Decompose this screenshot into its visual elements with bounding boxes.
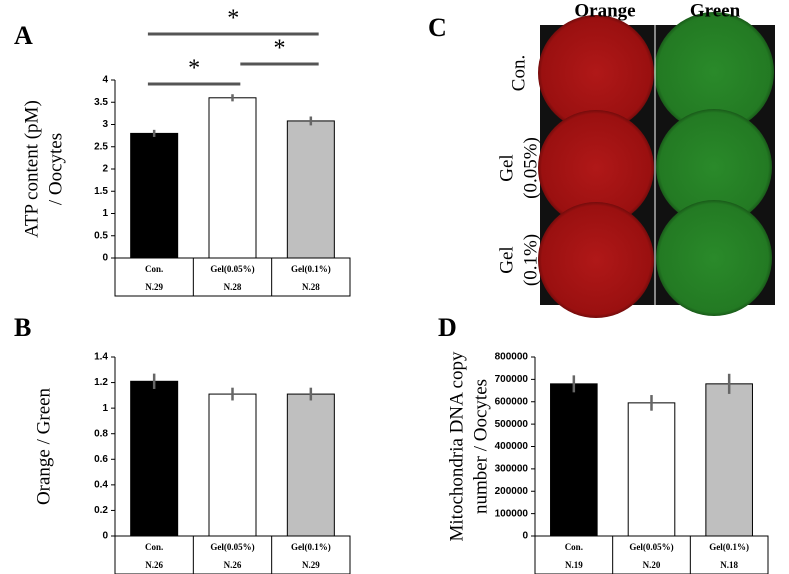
x-tick-label: Con. (145, 542, 163, 552)
y-axis-label: ATP content (pM) (21, 100, 42, 238)
y-tick-label: 0.4 (94, 479, 108, 490)
y-axis-label: / Oocytes (45, 133, 66, 205)
row-label: Con. (508, 55, 529, 91)
significance-label: * (274, 36, 286, 62)
n-label: N.26 (145, 560, 163, 570)
panel-label: C (428, 13, 447, 42)
x-tick-label: Gel(0.05%) (629, 542, 673, 552)
n-label: N.18 (720, 560, 738, 570)
y-tick-label: 0 (522, 531, 528, 542)
panel-label: D (438, 313, 457, 342)
y-tick-label: 0 (102, 253, 108, 264)
row-label: Gel (496, 246, 517, 273)
y-tick-label: 3 (102, 119, 108, 130)
significance-label: * (188, 56, 200, 82)
bar (130, 380, 179, 537)
y-tick-label: 600000 (495, 396, 529, 407)
n-label: N.28 (302, 282, 320, 292)
bar (130, 132, 179, 259)
y-tick-label: 800000 (495, 352, 529, 363)
y-tick-label: 1 (102, 403, 108, 414)
column-header: Green (690, 0, 741, 21)
y-tick-label: 2 (102, 164, 108, 175)
n-label: N.29 (302, 560, 320, 570)
y-tick-label: 300000 (495, 464, 529, 475)
y-axis-label: Orange / Green (33, 387, 54, 505)
n-label: N.26 (224, 560, 242, 570)
panel-label: A (14, 21, 33, 50)
x-tick-label: Gel(0.05%) (210, 264, 254, 274)
y-tick-label: 0.6 (94, 454, 108, 465)
x-tick-label: Gel(0.1%) (291, 542, 331, 552)
panel-c-images (538, 12, 775, 318)
column-header: Orange (574, 0, 635, 21)
n-label: N.19 (565, 560, 583, 570)
y-tick-label: 500000 (495, 419, 529, 430)
x-tick-label: Gel(0.1%) (291, 264, 331, 274)
x-tick-label: Gel(0.1%) (709, 542, 749, 552)
bar (286, 120, 335, 259)
x-tick-label: Gel(0.05%) (210, 542, 254, 552)
y-tick-label: 4 (102, 75, 108, 86)
n-label: N.20 (643, 560, 661, 570)
y-tick-label: 2.5 (94, 141, 108, 152)
bar (627, 402, 676, 537)
y-tick-label: 1 (102, 208, 108, 219)
y-axis-label: Mitochondria DNA copy (446, 351, 467, 541)
y-tick-label: 0 (102, 531, 108, 542)
y-tick-label: 0.2 (94, 505, 108, 516)
y-tick-label: 3.5 (94, 97, 108, 108)
y-tick-label: 200000 (495, 486, 529, 497)
bar (705, 383, 753, 537)
y-tick-label: 700000 (495, 374, 529, 385)
x-tick-label: Con. (145, 264, 163, 274)
y-tick-label: 1.5 (94, 186, 108, 197)
n-label: N.28 (224, 282, 242, 292)
y-tick-label: 0.5 (94, 230, 108, 241)
bar (286, 393, 335, 537)
y-tick-label: 100000 (495, 508, 529, 519)
y-tick-label: 0.8 (94, 428, 108, 439)
bar (208, 97, 257, 259)
y-tick-label: 1.2 (94, 377, 108, 388)
n-label: N.29 (145, 282, 163, 292)
y-tick-label: 400000 (495, 441, 529, 452)
bar (208, 393, 257, 537)
row-label: (0.05%) (520, 137, 541, 199)
significance-label: * (227, 6, 239, 32)
panel-label: B (14, 313, 31, 342)
y-axis-label: number / Oocytes (470, 379, 491, 514)
y-tick-label: 1.4 (94, 352, 108, 363)
row-label: Gel (496, 154, 517, 181)
row-label: (0.1%) (520, 234, 541, 286)
bar (550, 383, 598, 537)
x-tick-label: Con. (565, 542, 583, 552)
